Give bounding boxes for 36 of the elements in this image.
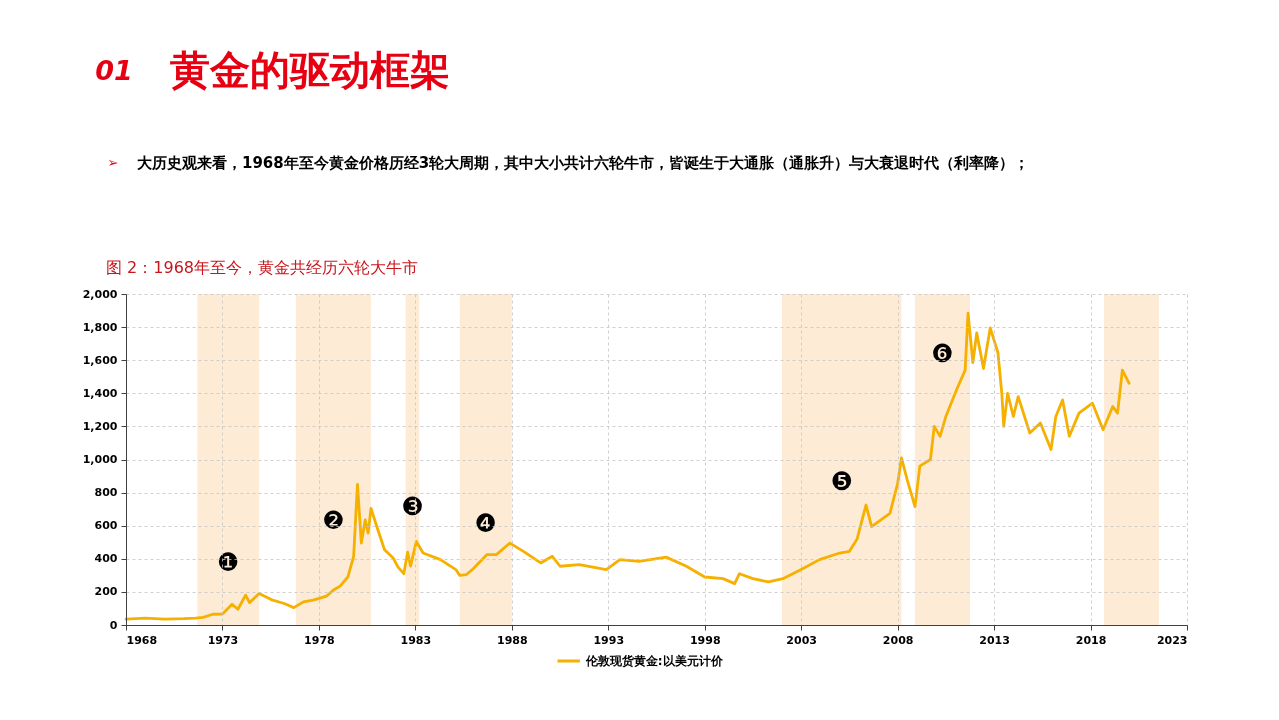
x-tick-label: 1983 [400, 633, 432, 647]
x-tick-label: 2023 [1156, 633, 1188, 647]
line-series [124, 311, 1131, 621]
text: 01 [95, 55, 133, 86]
x-tick-label: 2008 [882, 633, 914, 647]
y-tick-label: 1,200 [82, 419, 118, 433]
y-tick-label: 800 [94, 486, 118, 500]
chart-title: 黄金的驱动框架 [170, 47, 450, 93]
x-tick-label: 1968 [126, 633, 158, 647]
x-tick-label: 2003 [786, 633, 817, 647]
text: ➢ [107, 155, 119, 170]
band-label: ❺ [830, 467, 853, 496]
caption: 图 2：1968年至今，黄金共经历六轮大牛市 [106, 258, 418, 277]
band-label: ❻ [931, 339, 954, 368]
x-tick-label: 2018 [1075, 633, 1107, 647]
x-tick-label: 1998 [689, 633, 721, 647]
band-label: ❹ [474, 509, 497, 538]
y-tick-label: 0 [109, 618, 118, 632]
y-tick-label: 1,800 [82, 320, 118, 334]
y-tick-label: 1,000 [82, 453, 118, 466]
x-tick-label: 1978 [304, 633, 335, 647]
y-tick-label: 1,400 [82, 386, 118, 400]
band-label: ❶ [217, 548, 240, 577]
y-tick-label: 2,000 [82, 287, 118, 301]
x-tick-label: 1993 [593, 633, 625, 647]
y-tick-label: 400 [94, 552, 118, 566]
band-label: ❷ [322, 506, 345, 535]
y-tick-label: 600 [94, 519, 118, 533]
x-tick-label: 2013 [979, 633, 1010, 647]
band-label: ❸ [401, 492, 424, 521]
legend-label: 伦敦现货黄金:以美元计价 [584, 654, 724, 668]
x-tick-label: 1988 [497, 633, 528, 647]
x-tick-label: 1973 [207, 633, 239, 647]
y-tick-label: 1,600 [82, 353, 118, 367]
chart-subtitle: 大历史观来看，1968年至今黄金价格历经3轮大周期，其中大小共计六轮牛市，皆诞生于大通胀（通胀升）与大衰退时代（利率降）； [137, 154, 1030, 172]
y-tick-label: 200 [94, 585, 118, 599]
